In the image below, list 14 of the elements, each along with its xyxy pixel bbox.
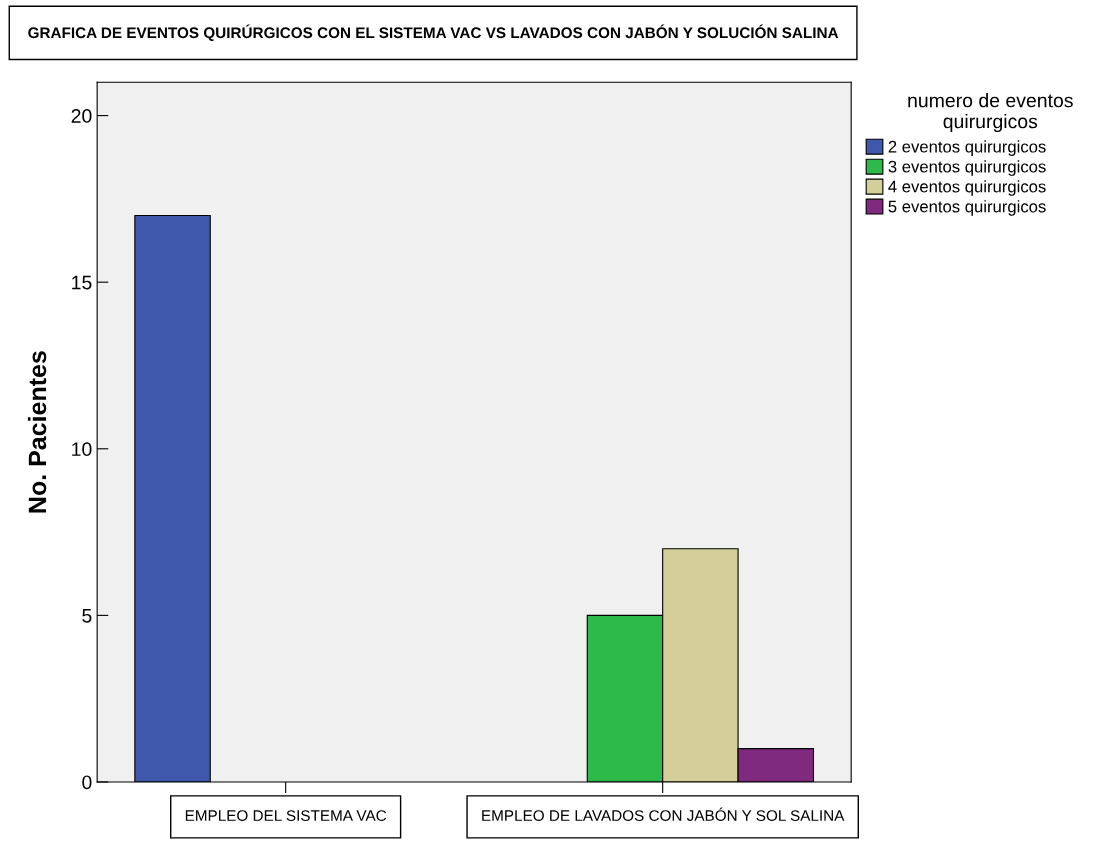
legend-label: 5 eventos quirurgicos <box>888 200 1046 216</box>
legend-title: numero de eventos quirurgicos <box>908 93 1073 133</box>
y-tick-label: 20 <box>71 109 92 123</box>
y-tick-label: 0 <box>82 775 92 790</box>
y-axis-title: No. Pacientes <box>27 351 47 513</box>
y-tick-label: 5 <box>82 609 92 623</box>
legend-label: 4 eventos quirurgicos <box>888 180 1046 196</box>
chart-title: GRAFICA DE EVENTOS QUIRÚRGICOS CON EL SISTEMA VAC VS LAVADOS CON JABÓN Y SOLUCIÓN SALINA <box>28 24 839 42</box>
y-tick-label: 10 <box>72 442 92 457</box>
legend-label: 3 eventos quirurgicos <box>888 160 1046 176</box>
legend-label: 2 eventos quirurgicos <box>888 140 1046 156</box>
x-tick-label: EMPLEO DEL SISTEMA VAC <box>185 810 387 821</box>
x-tick-label: EMPLEO DE LAVADOS CON JABÓN Y SOL SALINA <box>482 807 845 821</box>
y-tick-label: 15 <box>72 275 92 290</box>
